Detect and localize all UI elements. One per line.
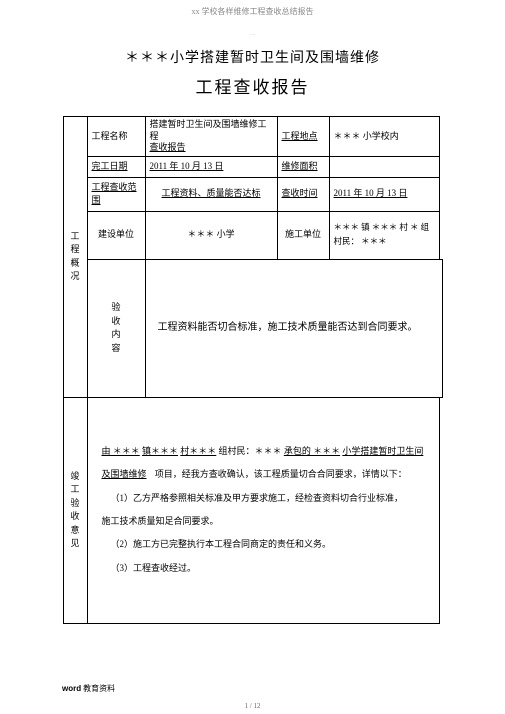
op-line4: 施工技术质量知足合同要求。 [102,510,425,533]
doc-title-1: ＊＊＊小学搭建暂时卫生间及围墙维修 [0,47,505,67]
r2-label-area: 维修面积 [277,157,329,178]
r4-label-build: 建设单位 [87,211,145,259]
op-line1: 由 ＊＊＊ 镇＊＊＊ 村＊＊＊ 组村民：＊＊＊ 承包的 ＊＊＊ 小学搭建暂时卫生… [102,440,425,463]
doc-title-2: 工程查收报告 [0,73,505,98]
r1-val-loc: ＊＊＊ 小学校内 [329,117,439,157]
side-content: 验收内容 [87,259,145,397]
r3-val-time: 2011 年 10 月 13 日 [329,177,439,211]
accept-content-cell: 工程资料能否切合标准，施工技术质量能否达到合同要求。 [145,259,442,397]
r3-val-scope: 工程资料、质量能否达标 [145,177,277,211]
report-table: 工程概况 工程名称 搭建暂时卫生间及围墙维修工程 查收报告 工程地点 ＊＊＊ 小… [63,116,443,624]
footer-text: word 教育资料 [62,683,115,694]
r4-val-const: ＊＊＊ 镇 ＊＊＊ 村 ＊ 组村民： ＊＊＊ [329,211,439,259]
r2-val-area [329,157,439,178]
r1-label-loc: 工程地点 [277,117,329,157]
r4-label-const: 施工单位 [277,211,329,259]
side-overview: 工程概况 [63,117,87,398]
op-line3: （1）乙方严格参照相关标准及甲方要求施工，经检查资料切合行业标准， [102,487,425,510]
page-header: xx 学校各样维修工程查收总结报告 [0,0,505,17]
r1-val-name: 搭建暂时卫生间及围墙维修工程 查收报告 [145,117,277,157]
opinion-cell: 由 ＊＊＊ 镇＊＊＊ 村＊＊＊ 组村民：＊＊＊ 承包的 ＊＊＊ 小学搭建暂时卫生… [87,397,439,623]
r1-label-name: 工程名称 [87,117,145,157]
r3-label-time: 查收时间 [277,177,329,211]
r2-val-date: 2011 年 10 月 13 日 [145,157,277,178]
ellipsis: . . [0,31,505,37]
op-line6: （3）工程查收经过。 [102,557,425,580]
r2-label-date: 完工日期 [87,157,145,178]
op-line2: 及围墙维修 项目，经我方查收确认，该工程质量切合合同要求，详情以下： [102,463,425,486]
page-number: 1 / 12 [0,702,505,710]
r3-label-scope: 工程查收范围 [87,177,145,211]
r4-val-build: ＊＊＊ 小学 [145,211,277,259]
op-line5: （2）施工方已完整执行本工程合同商定的责任和义务。 [102,533,425,556]
side-opinion: 竣工验收意见 [63,397,87,623]
